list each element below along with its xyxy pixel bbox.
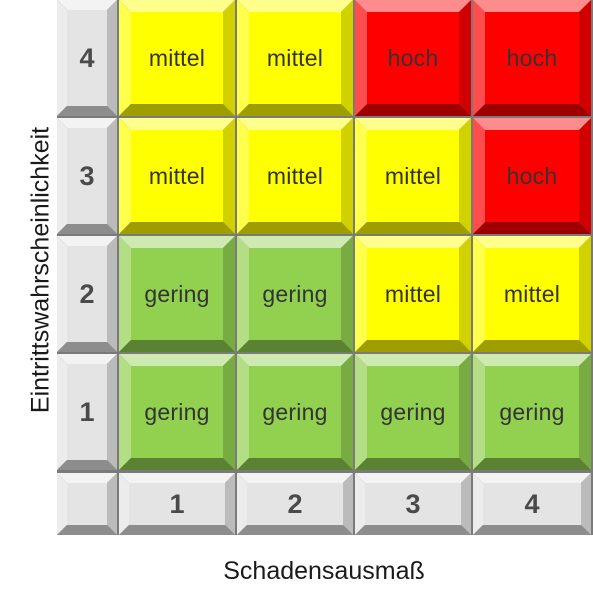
risk-cell-gering: gering bbox=[119, 354, 235, 470]
y-tick-tile: 4 bbox=[57, 0, 117, 116]
y-tick-label: 4 bbox=[79, 42, 95, 73]
y-tick-tile: 2 bbox=[57, 236, 117, 352]
x-tick-tile: 3 bbox=[355, 473, 471, 535]
risk-cell-mittel: mittel bbox=[237, 118, 353, 234]
risk-cell-label: gering bbox=[499, 398, 565, 425]
risk-cell-label: mittel bbox=[148, 162, 206, 189]
y-tick-label: 2 bbox=[79, 278, 95, 309]
risk-cell-label: gering bbox=[144, 398, 210, 425]
x-axis-label: Schadensausmaß bbox=[223, 557, 425, 585]
risk-cell-label: gering bbox=[262, 280, 328, 307]
risk-cell-hoch: hoch bbox=[473, 0, 591, 116]
y-axis-label: Eintrittswahrscheinlichkeit bbox=[26, 126, 55, 414]
x-tick-label: 3 bbox=[405, 488, 421, 519]
risk-cell-mittel: mittel bbox=[237, 0, 353, 116]
risk-cell-label: hoch bbox=[387, 44, 439, 71]
risk-cell-mittel: mittel bbox=[355, 118, 471, 234]
risk-cell-mittel: mittel bbox=[355, 236, 471, 352]
risk-cell-gering: gering bbox=[237, 236, 353, 352]
risk-cell-hoch: hoch bbox=[355, 0, 471, 116]
x-tick-label: 1 bbox=[169, 488, 185, 519]
risk-cell-label: mittel bbox=[384, 280, 442, 307]
x-tick-label: 4 bbox=[524, 488, 540, 519]
risk-cell-label: gering bbox=[144, 280, 210, 307]
risk-cell-label: mittel bbox=[503, 280, 561, 307]
risk-cell-label: mittel bbox=[266, 162, 324, 189]
y-tick-label: 3 bbox=[79, 160, 95, 191]
risk-cell-label: hoch bbox=[506, 44, 558, 71]
risk-cell-gering: gering bbox=[355, 354, 471, 470]
risk-cell-mittel: mittel bbox=[119, 118, 235, 234]
risk-cell-gering: gering bbox=[119, 236, 235, 352]
x-tick-tile: 2 bbox=[237, 473, 353, 535]
risk-cell-mittel: mittel bbox=[119, 0, 235, 116]
y-tick-tile: 3 bbox=[57, 118, 117, 234]
risk-matrix: 4 3 2 1 1 2 3 4 mittel mittel hoch hoch mittel mittel… bbox=[57, 0, 593, 535]
risk-cell-gering: gering bbox=[473, 354, 591, 470]
x-tick-tile: 4 bbox=[473, 473, 591, 535]
risk-cell-label: gering bbox=[262, 398, 328, 425]
y-tick-label: 1 bbox=[79, 396, 95, 427]
risk-cell-hoch: hoch bbox=[473, 118, 591, 234]
risk-cell-mittel: mittel bbox=[473, 236, 591, 352]
risk-cell-gering: gering bbox=[237, 354, 353, 470]
corner-tile bbox=[57, 473, 117, 535]
risk-cell-label: mittel bbox=[384, 162, 442, 189]
risk-cell-label: mittel bbox=[266, 44, 324, 71]
x-tick-label: 2 bbox=[287, 488, 303, 519]
risk-cell-label: gering bbox=[380, 398, 446, 425]
risk-cell-label: mittel bbox=[148, 44, 206, 71]
x-tick-tile: 1 bbox=[119, 473, 235, 535]
risk-cell-label: hoch bbox=[506, 162, 558, 189]
y-tick-tile: 1 bbox=[57, 354, 117, 470]
